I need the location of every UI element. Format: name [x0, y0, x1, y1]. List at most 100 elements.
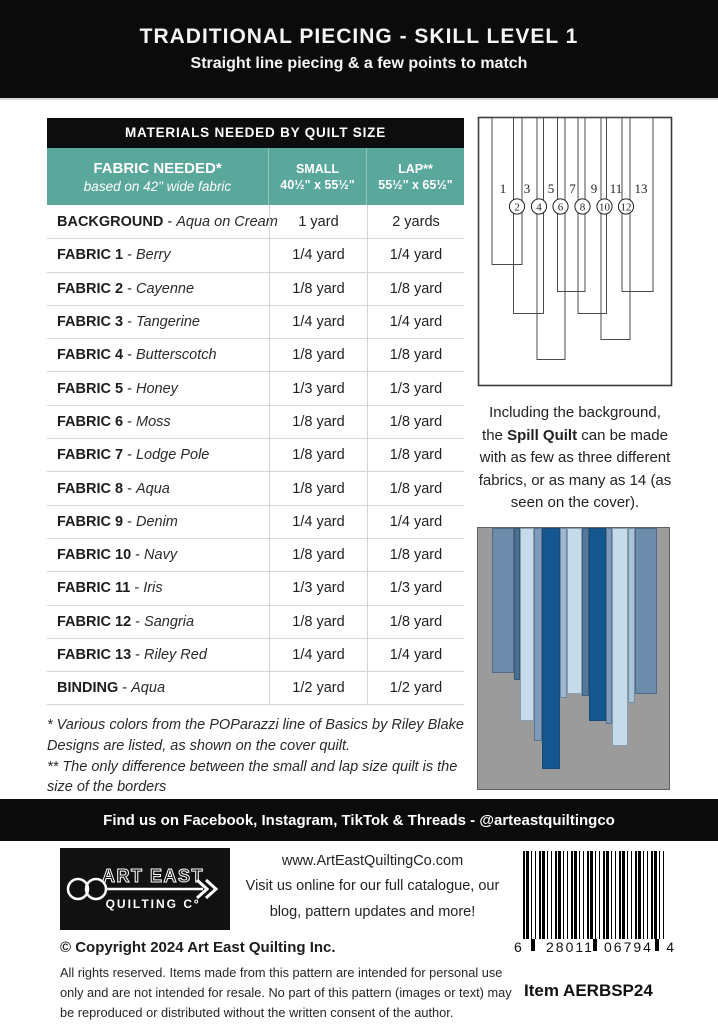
quilt-strip — [560, 527, 567, 698]
column-label: SMALL — [295, 161, 340, 176]
small-qty-cell: 1/8 yard — [269, 538, 367, 572]
item-number: Item AERBSP24 — [524, 981, 653, 1000]
page-subtitle: Straight line piecing & a few points to … — [190, 55, 528, 72]
table-row: FABRIC 10 - Navy 1/8 yard 1/8 yard — [47, 537, 464, 572]
materials-table-title: MATERIALS NEEDED BY QUILT SIZE — [47, 118, 464, 148]
small-qty-cell: 1/4 yard — [269, 239, 367, 272]
website-line2: Visit us online for our full catalogue, … — [245, 878, 500, 895]
fabric-color: Lodge Pole — [135, 447, 210, 464]
dash: - — [127, 513, 132, 530]
arrow-icon — [204, 878, 219, 900]
table-footnotes: * Various colors from the POParazzi line… — [47, 715, 467, 797]
column-lap: LAP** 55½" x 65½" — [367, 148, 464, 205]
dash: - — [135, 613, 141, 630]
fabric-color: Aqua on Cream — [176, 213, 278, 230]
column-label: LAP** — [398, 161, 433, 176]
strip-number-3: 3 — [524, 181, 531, 196]
barcode-bars — [523, 851, 667, 951]
fabric-name: BINDING — [57, 680, 119, 697]
quilt-strip — [514, 527, 520, 680]
small-qty-cell: 1/4 yard — [269, 638, 367, 672]
description-text: can be made with as few as three differe… — [478, 426, 672, 512]
lap-qty-cell: 1/8 yard — [367, 472, 464, 505]
strip-number-1: 1 — [500, 181, 507, 196]
fabric-name: FABRIC 7 — [57, 447, 124, 464]
fabric-color: Butterscotch — [135, 347, 217, 364]
table-row: FABRIC 7 - Lodge Pole 1/8 yard 1/8 yard — [47, 438, 464, 472]
fabric-name-cell: FABRIC 7 - Lodge Pole — [47, 447, 269, 463]
quilt-strip — [606, 527, 612, 724]
table-row: FABRIC 12 - Sangria 1/8 yard 1/8 yard — [47, 604, 464, 638]
quilt-strip — [589, 527, 606, 721]
dash: - — [135, 647, 141, 663]
fabric-name-cell: BINDING - Aqua — [47, 680, 269, 696]
strip-number-11: 11 — [610, 181, 623, 196]
small-qty-cell: 1/2 yard — [269, 672, 367, 705]
fabric-name: FABRIC 3 — [57, 314, 124, 331]
fabric-name: FABRIC 1 — [57, 247, 124, 264]
strip-number-9: 9 — [591, 181, 598, 196]
dash: - — [122, 680, 128, 697]
small-qty-cell: 1/3 yard — [269, 572, 367, 605]
column-label: FABRIC NEEDED* — [93, 159, 222, 177]
small-qty-cell: 1/8 yard — [269, 339, 367, 372]
lap-qty-cell: 1/4 yard — [367, 638, 464, 672]
lap-qty-cell: 1/4 yard — [367, 505, 464, 538]
fabric-name-cell: BACKGROUND - Aqua on Cream — [47, 213, 278, 230]
dash: - — [127, 314, 132, 331]
barcode-digits: 6 28011 06794 4 — [514, 939, 674, 955]
small-qty-cell: 1/8 yard — [269, 439, 367, 472]
barcode-digit-group: 4 — [666, 939, 674, 955]
fabric-name: FABRIC 11 — [57, 580, 131, 597]
right-column: 1 3 5 7 9 11 13 — [477, 116, 673, 790]
page-title: TRADITIONAL PIECING - SKILL LEVEL 1 — [139, 25, 579, 48]
materials-table: MATERIALS NEEDED BY QUILT SIZE FABRIC NE… — [47, 118, 464, 798]
strip-number-10: 10 — [599, 202, 611, 214]
column-small: SMALL 40½" x 55½" — [269, 148, 367, 205]
fabric-name: FABRIC 4 — [57, 347, 124, 364]
strip-number-6: 6 — [558, 202, 564, 214]
small-qty-cell: 1/4 yard — [269, 505, 367, 538]
footnote-2: ** The only difference between the small… — [47, 758, 458, 796]
website-block: www.ArtEastQuiltingCo.com Visit us onlin… — [235, 849, 510, 925]
table-row: FABRIC 4 - Butterscotch 1/8 yard 1/8 yar… — [47, 338, 464, 372]
lap-qty-cell: 1/3 yard — [367, 572, 464, 605]
quilt-strip — [612, 527, 628, 746]
fabric-name-cell: FABRIC 13 - Riley Red — [47, 647, 269, 663]
dash: - — [127, 280, 132, 297]
dash: - — [167, 213, 173, 230]
copyright-line: © Copyright 2024 Art East Quilting Inc. — [60, 939, 336, 956]
fabric-name: FABRIC 5 — [57, 380, 124, 397]
column-sublabel: 55½" x 65½" — [378, 177, 453, 192]
quilt-preview — [477, 526, 670, 790]
small-qty-cell: 1/8 yard — [269, 472, 367, 505]
fabric-name-cell: FABRIC 3 - Tangerine — [47, 314, 269, 330]
footnote-1: * Various colors from the POParazzi line… — [47, 717, 464, 755]
quilt-strip — [628, 527, 635, 703]
fabric-color: Denim — [135, 513, 178, 530]
quilt-strip — [635, 527, 657, 694]
fabric-color: Iris — [143, 580, 163, 597]
website-url: www.ArtEastQuiltingCo.com — [281, 853, 464, 869]
fabric-name-cell: FABRIC 4 - Butterscotch — [47, 347, 269, 363]
strip-layout-diagram: 1 3 5 7 9 11 13 — [477, 116, 673, 388]
lap-qty-cell: 1/2 yard — [367, 672, 464, 705]
dash: - — [127, 480, 132, 497]
fabric-name-cell: FABRIC 9 - Denim — [47, 514, 269, 530]
lap-qty-cell: 1/8 yard — [367, 405, 464, 439]
social-media-bar: Find us on Facebook, Instagram, TikTok &… — [0, 799, 718, 841]
table-row: FABRIC 2 - Cayenne 1/8 yard 1/8 yard — [47, 271, 464, 305]
spill-quilt-description: Including the background, the Spill Quil… — [477, 402, 673, 515]
fabric-name: FABRIC 10 — [57, 547, 132, 564]
dash: - — [127, 347, 132, 364]
page-header: TRADITIONAL PIECING - SKILL LEVEL 1 Stra… — [0, 0, 718, 100]
quilt-strip — [542, 527, 560, 769]
lap-qty-cell: 1/4 yard — [367, 239, 464, 272]
strip-diagram-svg: 1 3 5 7 9 11 13 — [477, 116, 673, 387]
fabric-color: Aqua — [135, 480, 170, 497]
art-east-logo: ART EAST QUILTING Cº — [60, 848, 230, 930]
lap-qty-cell: 1/3 yard — [367, 372, 464, 405]
small-qty-cell: 1/8 yard — [269, 605, 367, 638]
column-sublabel: 40½" x 55½" — [280, 177, 355, 192]
dash: - — [134, 580, 140, 597]
